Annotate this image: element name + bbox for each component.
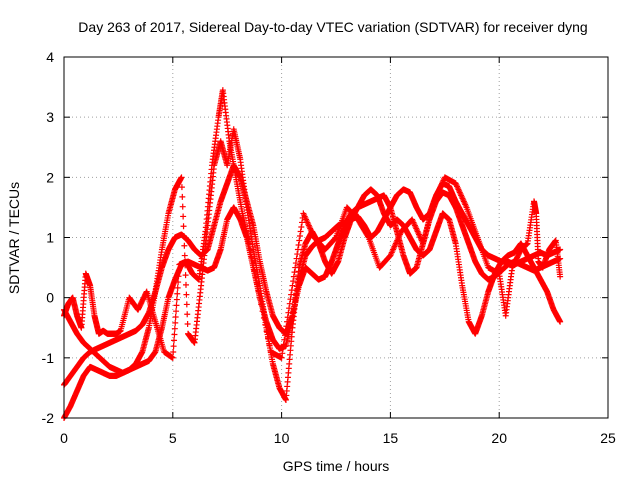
x-tick-label: 15	[383, 430, 399, 446]
data-point-marker	[170, 343, 177, 350]
data-point-marker	[181, 242, 188, 249]
chart-title: Day 263 of 2017, Sidereal Day-to-day VTE…	[78, 19, 587, 35]
data-point-marker	[171, 337, 178, 344]
data-point-marker	[295, 242, 302, 249]
data-point-marker	[178, 184, 185, 191]
y-tick-label: 1	[46, 230, 54, 246]
x-tick-label: 0	[60, 430, 68, 446]
data-point-marker	[173, 296, 180, 303]
data-point-marker	[178, 174, 185, 181]
data-point-marker	[179, 193, 186, 200]
data-point-marker	[180, 232, 187, 239]
x-tick-label: 25	[600, 430, 616, 446]
data-point-marker	[179, 203, 186, 210]
data-point-marker	[182, 272, 189, 279]
series-track-2	[61, 162, 564, 388]
series-track-3	[61, 126, 564, 421]
data-point-marker	[288, 291, 295, 298]
x-tick-label: 5	[169, 430, 177, 446]
y-tick-label: 0	[46, 290, 54, 306]
y-tick-label: -1	[42, 350, 55, 366]
x-axis-label: GPS time / hours	[283, 458, 390, 474]
data-point-marker	[184, 320, 191, 327]
data-point-marker	[296, 232, 303, 239]
series-track-4	[61, 87, 564, 361]
data-point-marker	[183, 301, 190, 308]
data-point-marker	[173, 302, 180, 309]
data-point-marker	[180, 223, 187, 230]
data-point-marker	[172, 314, 179, 321]
data-point-marker	[288, 287, 295, 294]
data-point-marker	[182, 281, 189, 288]
data-point-marker	[184, 311, 191, 318]
data-point-marker	[180, 213, 187, 220]
data-point-marker	[173, 308, 180, 315]
data-point-marker	[172, 319, 179, 326]
x-tick-label: 10	[274, 430, 290, 446]
data-point-marker	[294, 246, 301, 253]
data-points	[61, 87, 564, 421]
y-tick-label: 3	[46, 109, 54, 125]
data-point-marker	[291, 269, 298, 276]
x-tick-label: 20	[491, 430, 507, 446]
y-axis-label: SDTVAR / TECUs	[6, 182, 22, 294]
data-point-marker	[298, 223, 305, 230]
y-tick-label: -2	[42, 410, 55, 426]
y-tick-label: 4	[46, 49, 54, 65]
data-point-marker	[181, 252, 188, 259]
data-point-marker	[297, 228, 304, 235]
data-point-marker	[296, 237, 303, 244]
data-point-marker	[174, 290, 181, 297]
data-point-marker	[171, 325, 178, 332]
y-tick-label: 2	[46, 169, 54, 185]
data-point-marker	[171, 331, 178, 338]
data-point-marker	[289, 282, 296, 289]
data-point-marker	[183, 291, 190, 298]
